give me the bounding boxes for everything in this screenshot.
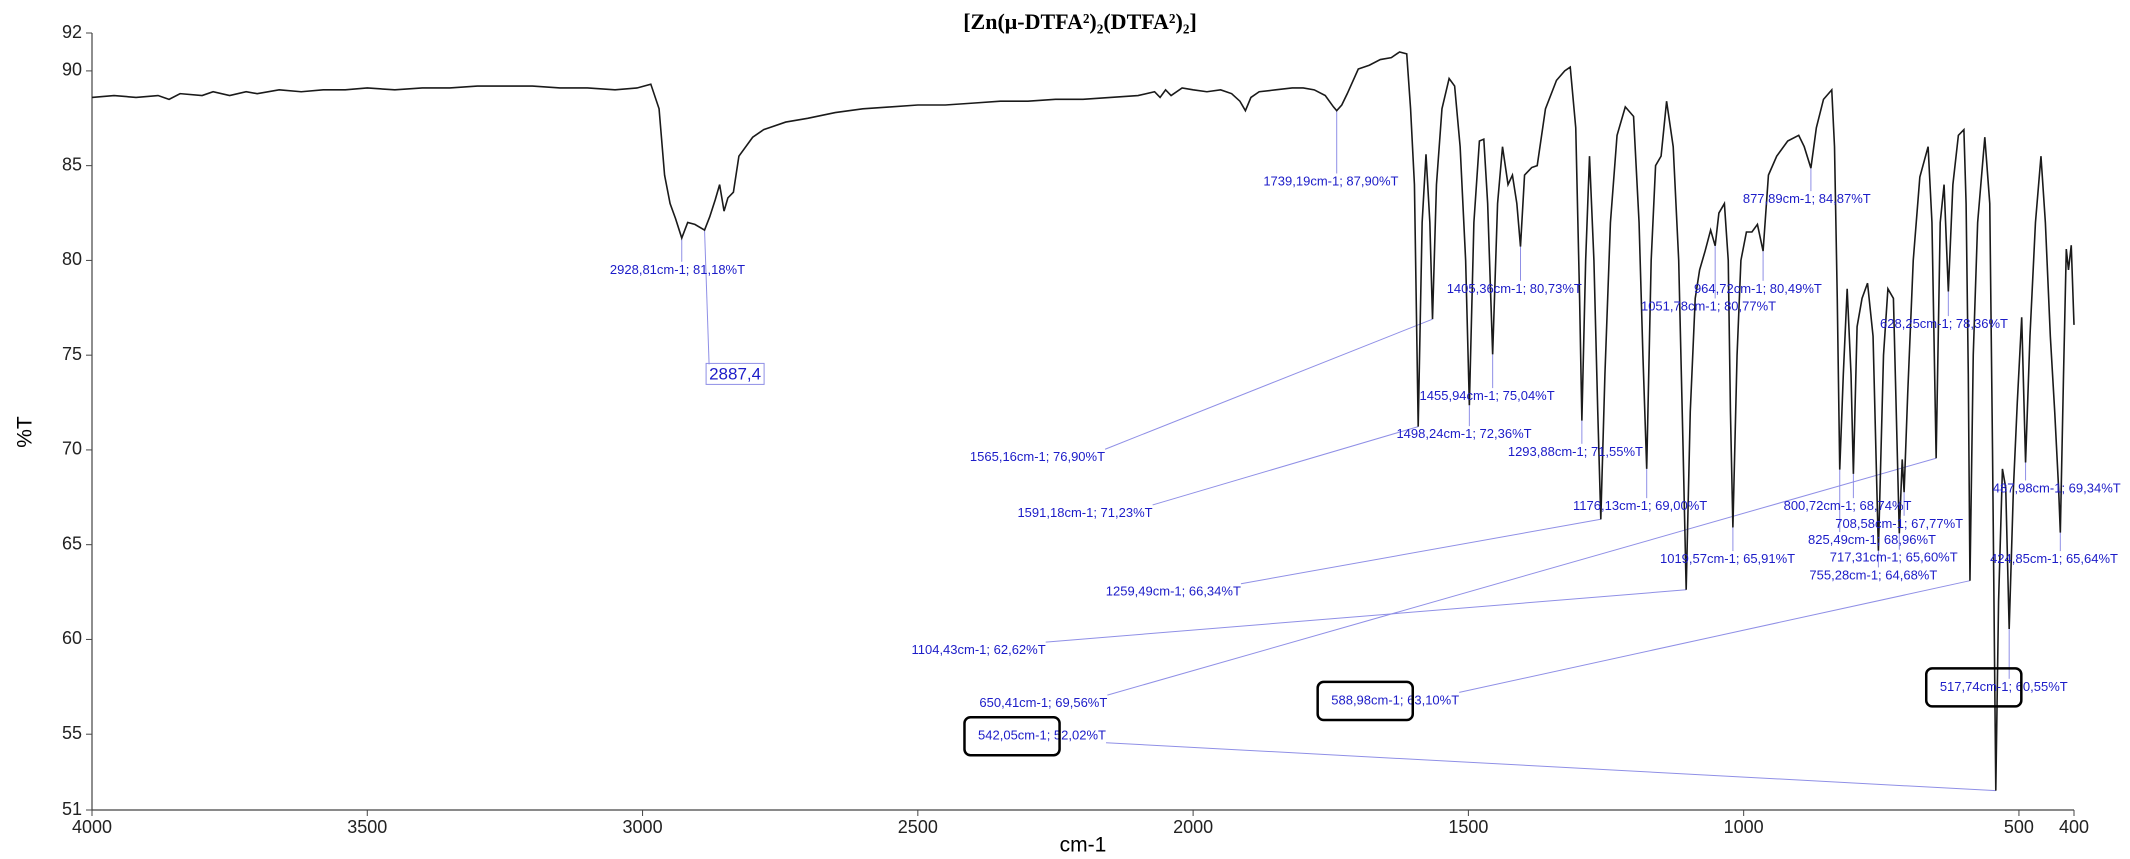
spectrum-line xyxy=(91,51,2075,791)
highlight-box xyxy=(963,715,1061,757)
x-tick-label: 2000 xyxy=(1173,817,1213,837)
peak-label: 877,89cm-1; 84,87%T xyxy=(1743,191,1871,206)
peak-label: 517,74cm-1; 60,55%T xyxy=(1940,679,2068,694)
x-axis-label: cm-1 xyxy=(1060,834,1107,857)
x-tick-label: 3000 xyxy=(623,817,663,837)
chart-title: [Zn(μ-DTFA²)₂(DTFA²)₂] xyxy=(963,9,1197,34)
leader-line xyxy=(704,230,710,365)
peak-label: 800,72cm-1; 68,74%T xyxy=(1784,498,1912,513)
peak-label: 708,58cm-1; 67,77%T xyxy=(1835,516,1963,531)
leader-line xyxy=(1107,457,1937,696)
peak-label: 2887,4 xyxy=(709,364,761,383)
peak-label: 542,05cm-1; 52,02%T xyxy=(978,728,1106,743)
leader-line xyxy=(1104,318,1433,450)
peak-label: 628,25cm-1; 78,36%T xyxy=(1880,316,2008,331)
peak-label: 487,98cm-1; 69,34%T xyxy=(1993,480,2121,495)
peak-label: 1455,94cm-1; 75,04%T xyxy=(1420,388,1555,403)
x-tick-label: 1000 xyxy=(1724,817,1764,837)
peak-label: 1104,43cm-1; 62,62%T xyxy=(911,642,1045,657)
peak-label: 588,98cm-1; 63,10%T xyxy=(1331,692,1459,707)
y-tick-label: 70 xyxy=(62,439,82,459)
y-tick-label: 55 xyxy=(62,723,82,743)
peak-label: 1498,24cm-1; 72,36%T xyxy=(1396,426,1531,441)
x-tick-label: 2500 xyxy=(898,817,938,837)
peak-label: 1405,36cm-1; 80,73%T xyxy=(1447,281,1582,296)
peak-label: 964,72cm-1; 80,49%T xyxy=(1694,281,1822,296)
y-tick-label: 60 xyxy=(62,628,82,648)
y-tick-label: 92 xyxy=(62,22,82,42)
y-tick-label: 75 xyxy=(62,344,82,364)
peak-label: 1019,57cm-1; 65,91%T xyxy=(1660,551,1795,566)
peak-label: 825,49cm-1; 68,96%T xyxy=(1808,532,1936,547)
y-tick-label: 51 xyxy=(62,799,82,819)
y-tick-label: 90 xyxy=(62,60,82,80)
peak-label: 717,31cm-1; 65,60%T xyxy=(1830,550,1958,565)
x-tick-label: 400 xyxy=(2059,817,2089,837)
peak-label: 1293,88cm-1; 71,55%T xyxy=(1508,444,1643,459)
x-tick-label: 4000 xyxy=(72,817,112,837)
peak-label: 1739,19cm-1; 87,90%T xyxy=(1263,173,1398,188)
highlight-box xyxy=(1924,667,2023,708)
x-tick-label: 1500 xyxy=(1448,817,1488,837)
y-tick-label: 85 xyxy=(62,154,82,174)
peak-label: 650,41cm-1; 69,56%T xyxy=(979,695,1107,710)
highlight-box xyxy=(1316,680,1415,722)
y-tick-label: 65 xyxy=(62,533,82,553)
y-axis-label: %T xyxy=(14,416,37,448)
peak-label: 1565,16cm-1; 76,90%T xyxy=(970,449,1105,464)
peak-label: 424,85cm-1; 65,64%T xyxy=(1990,551,2118,566)
label-box xyxy=(705,362,765,385)
peak-label: 755,28cm-1; 64,68%T xyxy=(1809,567,1937,582)
peak-label: 1591,18cm-1; 71,23%T xyxy=(1017,505,1152,520)
x-tick-label: 500 xyxy=(2004,817,2034,837)
leader-line xyxy=(1240,518,1601,585)
x-tick-label: 3500 xyxy=(347,817,387,837)
peak-label: 2928,81cm-1; 81,18%T xyxy=(610,262,745,277)
leader-line xyxy=(1105,742,1996,792)
y-tick-label: 80 xyxy=(62,249,82,269)
peak-label: 1051,78cm-1; 80,77%T xyxy=(1641,298,1776,313)
leader-line xyxy=(1045,589,1687,643)
peak-label: 1259,49cm-1; 66,34%T xyxy=(1106,584,1241,599)
peak-label: 1176,13cm-1; 69,00%T xyxy=(1573,498,1707,513)
leader-line xyxy=(1152,426,1419,506)
leader-line xyxy=(1459,580,1971,693)
